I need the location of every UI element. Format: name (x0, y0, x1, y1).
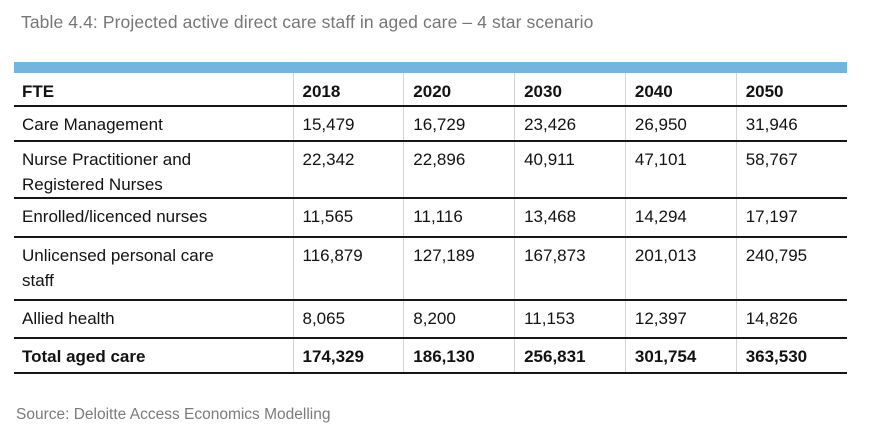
column-header-year: 2018 (292, 73, 404, 106)
cell-value: 363,530 (735, 338, 847, 373)
cell-value: 11,565 (292, 198, 404, 237)
table-row: Allied health 8,065 8,200 11,153 12,397 14,82… (14, 300, 847, 338)
cell-value: 8,200 (403, 300, 515, 338)
cell-value: 31,946 (735, 106, 847, 141)
cell-value: 12,397 (624, 300, 737, 338)
cell-value: 14,826 (735, 300, 847, 338)
column-header-year: 2050 (735, 73, 847, 106)
cell-value: 301,754 (624, 338, 737, 373)
cell-value: 14,294 (624, 198, 737, 237)
cell-value: 22,342 (292, 141, 404, 198)
cell-value: 23,426 (514, 106, 626, 141)
cell-value: 116,879 (292, 237, 404, 300)
column-header-year: 2040 (624, 73, 737, 106)
table-accent-bar (14, 62, 847, 73)
row-label: Enrolled/licenced nurses (22, 207, 208, 226)
header-row: FTE 2018 2020 2030 2040 2050 (14, 73, 847, 106)
table-row: Nurse Practitioner and Registered Nurses… (14, 141, 847, 198)
column-header-year: 2020 (403, 73, 515, 106)
row-label: Total aged care (22, 347, 146, 366)
column-header-fte: FTE (22, 82, 55, 101)
cell-value: 167,873 (514, 237, 626, 300)
table-row: Enrolled/licenced nurses 11,565 11,116 13,4… (14, 198, 847, 237)
table-title: Table 4.4: Projected active direct care … (21, 12, 594, 32)
cell-value: 40,911 (514, 141, 626, 198)
cell-value: 174,329 (292, 338, 404, 373)
cell-value: 58,767 (735, 141, 847, 198)
cell-value: 26,950 (624, 106, 737, 141)
table-row: Care Management 15,479 16,729 23,426 26,950 3… (14, 106, 847, 141)
cell-value: 17,197 (735, 198, 847, 237)
data-table-container: FTE 2018 2020 2030 2040 2050 Care Management 1… (14, 62, 847, 374)
table-row: Total aged care 174,329 186,130 256,831 301,… (14, 338, 847, 373)
source-note: Source: Deloitte Access Economics Modell… (16, 406, 331, 423)
table-body: Care Management 15,479 16,729 23,426 26,950 3… (14, 106, 847, 373)
cell-value: 13,468 (514, 198, 626, 237)
data-table: FTE 2018 2020 2030 2040 2050 Care Management 1… (14, 73, 847, 374)
row-label: Allied health (22, 309, 115, 328)
cell-value: 201,013 (624, 237, 737, 300)
cell-value: 8,065 (292, 300, 404, 338)
cell-value: 186,130 (403, 338, 515, 373)
row-label: Nurse Practitioner and Registered Nurses (22, 150, 192, 194)
cell-value: 15,479 (292, 106, 404, 141)
cell-value: 16,729 (403, 106, 515, 141)
cell-value: 256,831 (514, 338, 626, 373)
cell-value: 47,101 (624, 141, 737, 198)
cell-value: 240,795 (735, 237, 847, 300)
column-header-year: 2030 (514, 73, 626, 106)
cell-value: 11,153 (514, 300, 626, 338)
table-row: Unlicensed personal care staff 116,879 127… (14, 237, 847, 300)
row-label: Care Management (22, 115, 163, 134)
cell-value: 127,189 (403, 237, 515, 300)
cell-value: 11,116 (403, 198, 515, 237)
cell-value: 22,896 (403, 141, 515, 198)
row-label: Unlicensed personal care staff (22, 246, 214, 290)
